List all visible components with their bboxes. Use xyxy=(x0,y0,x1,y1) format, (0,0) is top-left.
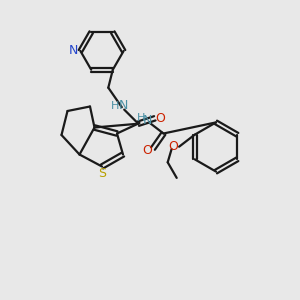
Text: H: H xyxy=(111,101,119,111)
Text: N: N xyxy=(118,99,128,112)
Text: O: O xyxy=(155,112,165,125)
Text: N: N xyxy=(69,44,79,58)
Text: S: S xyxy=(98,167,106,180)
Text: H: H xyxy=(136,112,145,123)
Text: N: N xyxy=(142,113,152,127)
Text: O: O xyxy=(168,140,178,153)
Text: O: O xyxy=(143,143,152,157)
